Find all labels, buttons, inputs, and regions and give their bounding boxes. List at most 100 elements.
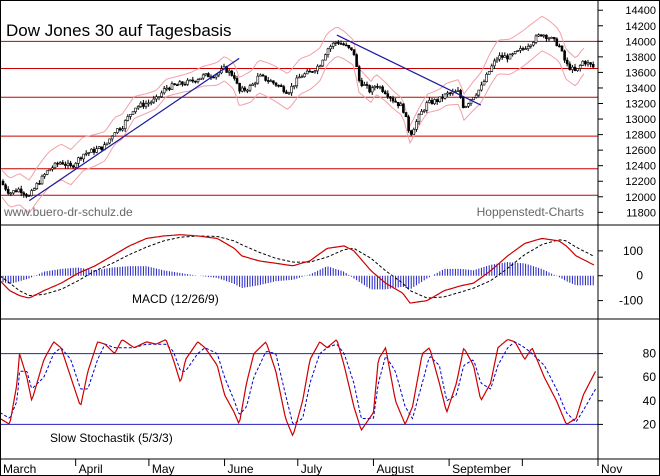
candle-body: [147, 102, 150, 105]
candle-body: [584, 60, 587, 65]
candle-body: [285, 91, 288, 94]
candle-body: [256, 75, 260, 84]
candle-body: [149, 101, 153, 104]
candle-body: [287, 92, 291, 95]
candle-body: [576, 68, 579, 71]
month-label: Nov: [601, 462, 622, 476]
candle-body: [139, 102, 143, 107]
candle-body: [347, 45, 351, 48]
candle-body: [305, 70, 309, 75]
candle-body: [27, 195, 31, 197]
price-y-tick-label: 13600: [625, 67, 656, 79]
candle-body: [191, 79, 195, 82]
candle-body: [313, 70, 317, 73]
candle-body: [246, 89, 249, 92]
candle-body: [272, 80, 275, 84]
price-y-tick-label: 11800: [626, 207, 656, 219]
candle-body: [168, 87, 171, 90]
candle-body: [318, 65, 322, 68]
price-y-tick-label: 14400: [625, 5, 656, 17]
candle-body: [38, 183, 41, 185]
candle-body: [1, 180, 5, 186]
candle-body: [555, 38, 559, 47]
candle-body: [558, 45, 561, 48]
candle-body: [235, 78, 239, 84]
candle-body: [321, 59, 325, 67]
candle-body: [204, 73, 208, 76]
candle-body: [40, 175, 44, 185]
candle-body: [534, 35, 538, 43]
candle-body: [303, 73, 306, 77]
candle-body: [186, 79, 189, 85]
candle-body: [399, 103, 403, 107]
candle-body: [370, 87, 374, 93]
candle-body: [66, 162, 70, 166]
candle-body: [22, 192, 26, 195]
candle-body: [196, 79, 200, 83]
candle-body: [506, 55, 509, 60]
candle-body: [212, 76, 215, 79]
candle-body: [298, 76, 301, 79]
lower-band-line: [1, 50, 585, 214]
stochastic-d-line: [0, 341, 596, 425]
candle-body: [357, 66, 361, 81]
candle-body: [578, 65, 582, 69]
candle-body: [261, 74, 265, 77]
price-y-tick-label: 12000: [625, 192, 656, 204]
candle-body: [277, 84, 280, 87]
candle-body: [207, 73, 210, 78]
candle-body: [14, 190, 18, 193]
candle-body: [469, 99, 473, 104]
candle-body: [350, 47, 353, 50]
candle-body: [480, 84, 483, 91]
candle-body: [402, 103, 405, 113]
candle-body: [240, 87, 244, 92]
candle-body: [524, 48, 527, 50]
candle-body: [508, 53, 512, 60]
candle-body: [381, 86, 384, 92]
macd-signal-line: [0, 235, 595, 299]
candle-body: [547, 37, 551, 40]
candle-body: [326, 48, 330, 56]
candle-body: [365, 84, 369, 86]
candle-body: [498, 55, 501, 60]
candle-body: [443, 93, 447, 99]
candle-body: [71, 165, 75, 168]
candle-body: [162, 88, 166, 94]
month-label: September: [452, 462, 511, 476]
candle-body: [526, 46, 530, 49]
month-label: August: [376, 462, 414, 476]
candle-body: [97, 146, 101, 150]
candle-body: [368, 85, 371, 93]
x-axis: March April May June July August September Nov: [0, 459, 622, 476]
candle-body: [337, 42, 340, 44]
candle-body: [425, 102, 429, 111]
candle-body: [295, 77, 299, 87]
candle-body: [441, 96, 444, 99]
candle-body: [513, 51, 517, 55]
candle-body: [568, 63, 572, 70]
candle-body: [178, 81, 182, 86]
source-right-label: Hoppenstedt-Charts: [477, 205, 584, 219]
candle-body: [79, 157, 83, 160]
month-label: March: [3, 462, 36, 476]
candle-body: [58, 162, 62, 165]
candle-body: [82, 153, 85, 160]
candle-body: [35, 183, 39, 190]
candle-body: [157, 96, 161, 98]
candle-body: [126, 116, 130, 121]
candle-body: [4, 184, 7, 190]
candle-body: [118, 128, 122, 131]
candle-body: [160, 92, 163, 97]
candle-body: [459, 90, 462, 98]
price-y-tick-label: 14200: [625, 21, 656, 33]
candle-body: [493, 60, 496, 67]
candle-body: [591, 64, 595, 68]
candle-body: [532, 42, 535, 46]
candle-body: [56, 162, 59, 165]
candle-body: [404, 112, 408, 118]
candle-body: [95, 148, 98, 153]
candle-body: [474, 94, 478, 98]
